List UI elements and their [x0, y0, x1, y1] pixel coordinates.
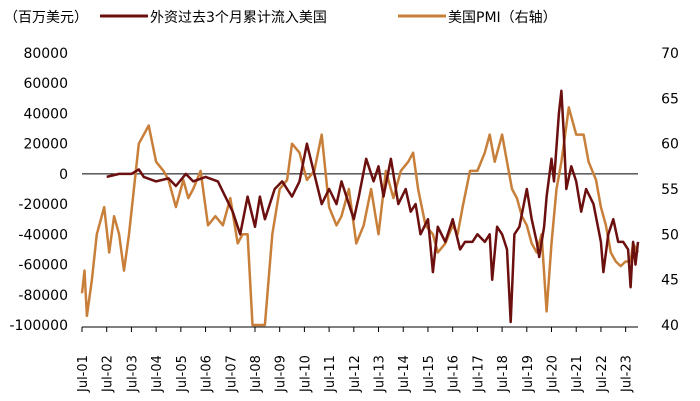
- y-right-tick-label: 50: [661, 227, 679, 243]
- x-tick-label: Jul-18: [496, 355, 511, 393]
- y-left-tick-label: 60000: [23, 76, 68, 92]
- x-tick-label: Jul-20: [546, 355, 561, 393]
- x-tick-label: Jul-21: [570, 355, 585, 393]
- legend: 外资过去3个月累计流入美国 美国PMI（右轴）: [100, 10, 557, 26]
- x-tick-label: Jul-10: [298, 355, 313, 393]
- legend-label-flows: 外资过去3个月累计流入美国: [150, 10, 327, 26]
- y-right-tick-label: 70: [661, 46, 679, 62]
- x-tick-label: Jul-16: [447, 355, 462, 393]
- x-tick-label: Jul-13: [373, 355, 388, 393]
- y-left-tick-label: -20000: [18, 197, 68, 213]
- y-right-tick-label: 55: [661, 182, 679, 198]
- y-left-tick-label: 0: [59, 167, 68, 183]
- y-right-tick-label: 65: [661, 91, 679, 107]
- x-tick-label: Jul-12: [348, 355, 363, 393]
- y-left-tick-label: 40000: [23, 106, 68, 122]
- x-tick-label: Jul-22: [595, 355, 610, 393]
- y-axis-left: -100000 -80000 -60000 -40000 -20000 0 20000 400…: [10, 46, 69, 334]
- x-tick-label: Jul-23: [620, 355, 635, 393]
- x-tick-label: Jul-01: [76, 355, 91, 393]
- series-line-flows: [106, 89, 640, 324]
- y-right-tick-label: 60: [661, 137, 679, 153]
- x-tick-label: Jul-11: [323, 355, 338, 393]
- unit-label: （百万美元）: [4, 10, 88, 26]
- legend-label-pmi: 美国PMI（右轴）: [448, 10, 557, 26]
- y-left-tick-label: -100000: [10, 318, 69, 334]
- x-tick-label: Jul-09: [274, 355, 289, 393]
- x-tick-label: Jul-05: [175, 355, 190, 393]
- x-tick-label: Jul-08: [249, 355, 264, 393]
- x-axis: Jul-01 Jul-02 Jul-03 Jul-04 Jul-05 Jul-06 Jul-…: [76, 326, 638, 393]
- y-left-tick-label: 80000: [23, 46, 68, 62]
- y-left-tick-label: 20000: [23, 137, 68, 153]
- y-left-tick-label: -80000: [18, 288, 68, 304]
- x-tick-label: Jul-06: [200, 355, 215, 393]
- x-tick-label: Jul-17: [471, 355, 486, 393]
- y-axis-right: 40 45 50 55 60 65 70: [661, 46, 679, 334]
- x-tick-label: Jul-07: [224, 355, 239, 393]
- x-tick-label: Jul-03: [125, 355, 140, 393]
- y-right-tick-label: 45: [661, 273, 679, 289]
- y-left-tick-label: -40000: [18, 227, 68, 243]
- x-tick-label: Jul-14: [397, 355, 412, 393]
- x-tick-label: Jul-02: [101, 355, 116, 393]
- x-tick-label: Jul-15: [422, 355, 437, 393]
- y-right-tick-label: 40: [661, 318, 679, 334]
- y-left-tick-label: -60000: [18, 258, 68, 274]
- series-line-pmi: [80, 106, 640, 327]
- x-tick-label: Jul-19: [521, 355, 536, 393]
- x-tick-label: Jul-04: [150, 355, 165, 393]
